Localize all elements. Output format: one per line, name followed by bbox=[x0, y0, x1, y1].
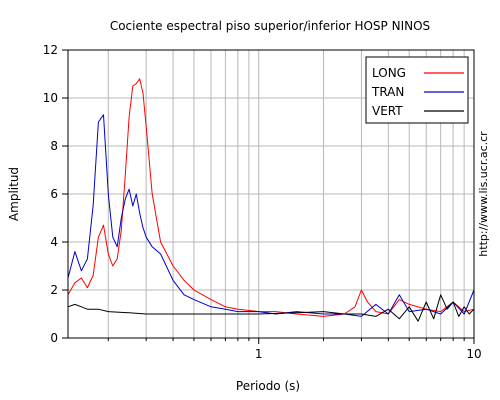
y-tick-label: 4 bbox=[50, 235, 58, 249]
series-line-tran bbox=[67, 114, 475, 317]
x-tick-label: 10 bbox=[466, 347, 481, 361]
x-axis-ticks: 1 10 bbox=[107, 338, 482, 361]
y-axis-label: Amplitud bbox=[7, 167, 21, 221]
chart-title: Cociente espectral piso superior/inferio… bbox=[110, 19, 430, 33]
source-url: http://www.lis.ucr.ac.cr bbox=[477, 131, 490, 257]
y-axis-ticks: 0 2 4 6 8 10 12 bbox=[43, 43, 68, 345]
legend-label-long: LONG bbox=[372, 66, 406, 80]
y-tick-label: 10 bbox=[43, 91, 58, 105]
series-lines bbox=[67, 78, 475, 322]
y-tick-label: 6 bbox=[50, 187, 58, 201]
y-tick-label: 2 bbox=[50, 283, 58, 297]
x-tick-label: 1 bbox=[255, 347, 263, 361]
series-line-vert bbox=[67, 294, 475, 322]
y-tick-label: 0 bbox=[50, 331, 58, 345]
legend-box bbox=[365, 56, 469, 124]
y-tick-label: 12 bbox=[43, 43, 58, 57]
y-tick-label: 8 bbox=[50, 139, 58, 153]
legend-label-vert: VERT bbox=[372, 104, 403, 118]
legend-label-tran: TRAN bbox=[371, 85, 404, 99]
legend: LONG TRAN VERT bbox=[365, 56, 469, 124]
x-axis-label: Periodo (s) bbox=[236, 379, 300, 393]
